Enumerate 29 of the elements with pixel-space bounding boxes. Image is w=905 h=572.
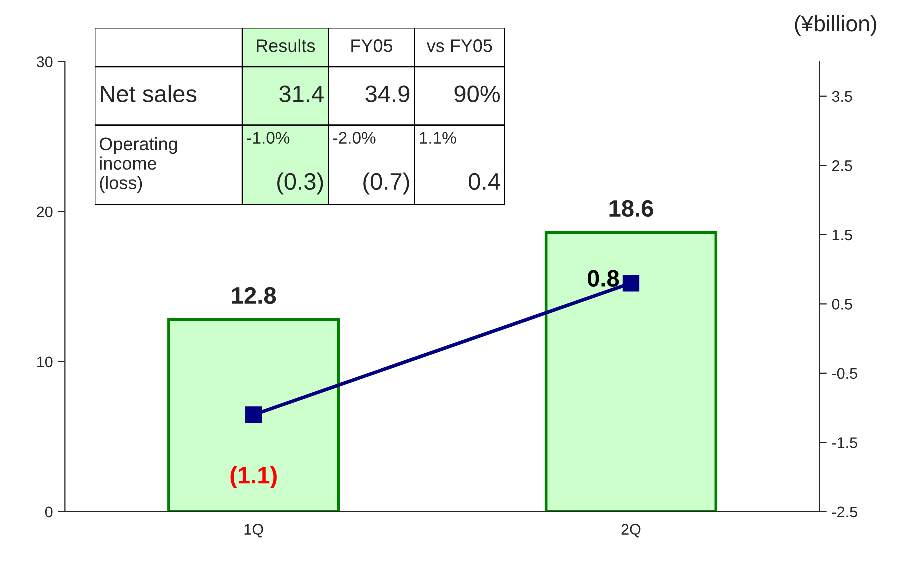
- text: Results: [257, 39, 316, 52]
- y2-tick-label: 2.5: [832, 160, 852, 172]
- y2-tick-label: -2.5: [832, 506, 858, 518]
- y2-tick-label: -1.5: [832, 438, 858, 448]
- data-label: 18.6: [610, 200, 654, 218]
- data-label: 0.8: [588, 270, 620, 287]
- y2-tick-label: -0.5: [832, 368, 858, 380]
- text: vs FY05: [426, 40, 492, 52]
- annotation: 90%: [454, 86, 500, 102]
- text: -2.0% (0.7): [334, 132, 410, 195]
- x-tick-label: 2Q: [622, 524, 641, 538]
- y2-axis-title: (¥billion): [795, 15, 876, 36]
- x-tick-label: 1Q: [244, 524, 264, 538]
- annotation: Operating income (loss): [100, 137, 178, 194]
- text: FY05: [352, 40, 393, 52]
- data-label: 12.8: [232, 287, 276, 304]
- y-tick-label: 0: [45, 506, 53, 518]
- y-tick-label: 30: [36, 56, 53, 68]
- y2-tick-label: 1.5: [832, 230, 852, 241]
- text: -1.0% (0.3): [247, 132, 324, 195]
- annotation: 34.9: [366, 86, 410, 102]
- y-tick-label: 20: [37, 206, 53, 218]
- annotation: Net sales: [101, 85, 197, 102]
- y2-tick-label: 3.5: [832, 91, 852, 102]
- annotation: 31.4: [280, 86, 324, 102]
- y-tick-label: 10: [38, 356, 53, 368]
- data-label: (1.1): [230, 466, 277, 488]
- y2-tick-label: 0.5: [832, 299, 852, 310]
- text: 1.1% 0.4: [420, 132, 500, 190]
